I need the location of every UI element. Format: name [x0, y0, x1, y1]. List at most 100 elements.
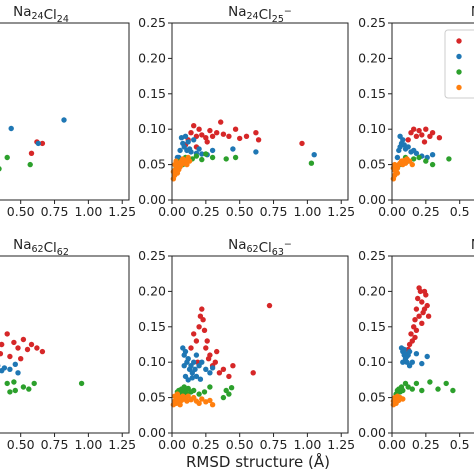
- data-point: [18, 356, 24, 362]
- series-green: [173, 151, 315, 171]
- data-point: [20, 336, 27, 343]
- x-tick-label: 0.50: [226, 437, 254, 452]
- data-point: [218, 119, 224, 125]
- data-point: [409, 386, 415, 392]
- series-green: [4, 379, 85, 395]
- data-point: [400, 387, 406, 394]
- data-point: [193, 338, 200, 344]
- data-point: [443, 380, 449, 387]
- series-blue: [0, 361, 21, 376]
- data-point: [193, 153, 200, 159]
- chart-panel-4: Na62Cl62 0.50 0.75 1.00 1.25: [0, 237, 136, 452]
- data-point: [196, 391, 202, 397]
- x-tick-label: 0.25: [412, 204, 440, 219]
- data-point: [220, 131, 227, 137]
- series-red: [188, 302, 273, 380]
- data-point: [417, 288, 424, 295]
- series-orange: [390, 156, 415, 182]
- data-point: [421, 139, 428, 145]
- data-point: [409, 359, 415, 365]
- data-point: [12, 387, 18, 394]
- axes-frame: [0, 22, 130, 201]
- x-tick-label: 0.75: [41, 204, 69, 219]
- data-point: [226, 133, 232, 139]
- data-point: [409, 161, 415, 168]
- series-red: [0, 331, 46, 362]
- data-point: [7, 366, 13, 372]
- data-point: [0, 341, 5, 348]
- panel-title: Na: [471, 237, 474, 253]
- data-point: [197, 376, 204, 382]
- data-point: [394, 170, 401, 176]
- y-tick-label: 0.25: [358, 15, 386, 30]
- data-point: [424, 353, 430, 360]
- data-point: [185, 377, 191, 383]
- series-red: [182, 119, 305, 150]
- data-point: [415, 295, 421, 302]
- data-point: [204, 338, 210, 344]
- data-point: [199, 306, 205, 312]
- data-point: [237, 135, 243, 142]
- y-tick-label: 0.20: [138, 50, 166, 65]
- data-point: [203, 151, 209, 157]
- y-tick-label: 0.20: [358, 50, 386, 65]
- data-point: [34, 345, 40, 351]
- series-blue: [180, 345, 216, 383]
- data-point: [421, 306, 428, 312]
- series-orange: [390, 393, 406, 408]
- x-tick-label: 0.25: [192, 204, 220, 219]
- data-point: [308, 160, 315, 166]
- data-point: [220, 394, 227, 401]
- legend: [444, 29, 474, 99]
- y-tick-label: 0.10: [138, 354, 166, 369]
- data-point: [8, 125, 14, 132]
- x-tick-label: 0.00: [378, 204, 406, 219]
- data-point: [191, 387, 197, 394]
- x-tick-label: 1.00: [293, 437, 321, 452]
- data-point: [393, 400, 399, 406]
- y-tick-label: 0.05: [138, 157, 166, 172]
- data-point: [220, 366, 227, 372]
- data-point: [226, 391, 232, 397]
- data-point: [189, 375, 195, 381]
- data-point: [188, 149, 194, 155]
- data-point: [181, 363, 187, 369]
- data-point: [207, 127, 213, 134]
- data-point: [11, 339, 17, 346]
- data-point: [200, 317, 206, 323]
- data-point: [205, 356, 212, 362]
- data-point: [4, 331, 10, 337]
- data-point: [39, 140, 46, 147]
- x-tick-label: 0.50: [226, 204, 254, 219]
- series-blue: [174, 133, 317, 161]
- panel-title: Na24Cl25−: [228, 4, 292, 25]
- data-point: [39, 348, 46, 355]
- y-tick-label: 0.00: [358, 425, 386, 440]
- data-point: [0, 166, 2, 172]
- x-tick-label: 0.75: [41, 437, 69, 452]
- data-point: [209, 365, 216, 371]
- data-point: [214, 348, 220, 355]
- data-point: [7, 353, 13, 360]
- data-point: [204, 139, 210, 145]
- data-point: [413, 327, 420, 333]
- series-green: [393, 379, 456, 397]
- legend-box: [444, 29, 474, 99]
- data-point: [31, 380, 37, 387]
- data-point: [188, 345, 194, 351]
- figure-xlabel: RMSD structure (Å): [186, 452, 330, 471]
- panel-title: Na: [471, 4, 474, 20]
- y-tick-label: 0.10: [358, 354, 386, 369]
- data-point: [419, 132, 425, 138]
- data-point: [429, 161, 436, 168]
- y-tick-label: 0.10: [358, 121, 386, 136]
- chart-panel-2: Na24Cl25− 0.00 0.25 0.50 0.75 1.00 1.25 0.00 0.0…: [138, 4, 355, 219]
- data-point: [0, 351, 4, 357]
- data-point: [199, 156, 205, 163]
- data-point: [4, 380, 10, 387]
- y-tick-label: 0.05: [138, 390, 166, 405]
- data-point: [404, 353, 410, 360]
- series-blue: [398, 345, 430, 369]
- y-tick-label: 0.25: [358, 248, 386, 263]
